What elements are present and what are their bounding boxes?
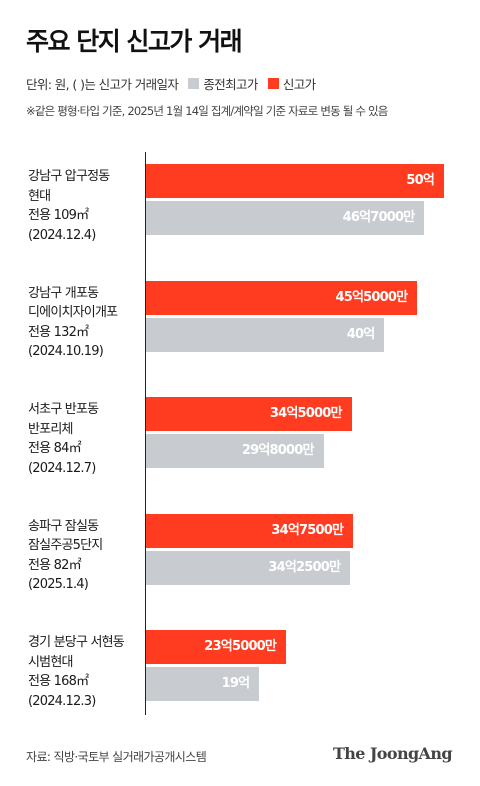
chart-title: 주요 단지 신고가 거래 xyxy=(26,27,243,56)
bar-new-record: 34억7500만 xyxy=(146,513,354,548)
legend-unit-note: 단위: 원, ( )는 신고가 거래일자 xyxy=(26,77,179,92)
bar-value-label: 34억5000만 xyxy=(269,406,343,421)
bar-new-record: 50억 xyxy=(146,164,445,198)
category-label-line: 전용 109㎡ xyxy=(28,208,89,223)
source-note: 자료: 직방·국토부 실거래가공개시스템 xyxy=(26,750,207,764)
category-label-line: (2024.12.3) xyxy=(28,693,96,709)
category-label-line: 강남구 개포동 xyxy=(28,285,99,301)
category-label-line: 서초구 반포동 xyxy=(28,402,99,417)
legend-prev-swatch xyxy=(188,78,200,89)
category-label-line: 현대 xyxy=(28,188,51,204)
bar-value-label: 45억5000만 xyxy=(335,289,408,305)
y-axis-line xyxy=(145,152,146,715)
category-label-line: (2025.1.4) xyxy=(28,577,89,592)
category-label-line: (2024.12.4) xyxy=(28,227,96,243)
bar-previous-high: 46억7000만 xyxy=(146,201,425,235)
category-label-line: 강남구 압구정동 xyxy=(28,169,110,184)
category-label-line: 전용 132㎡ xyxy=(28,324,89,340)
category-label-line: (2024.12.7) xyxy=(28,460,96,476)
legend-new-label: 신고가 xyxy=(282,77,316,92)
bar-previous-high: 40억 xyxy=(146,317,385,352)
bar-previous-high: 29억8000만 xyxy=(146,434,324,468)
bar-value-label: 29억8000만 xyxy=(241,443,315,458)
category-label-line: (2024.10.19) xyxy=(28,344,104,359)
bar-new-record: 23억5000만 xyxy=(146,630,287,664)
legend-prev-label: 종전최고가 xyxy=(203,77,258,92)
category-label-line: 송파구 잠실동 xyxy=(28,518,99,534)
legend: 단위: 원, ( )는 신고가 거래일자 종전최고가 신고가 xyxy=(26,74,316,93)
bar-value-label: 50억 xyxy=(406,173,435,188)
category-label-line: 경기 분당구 서현동 xyxy=(28,635,125,650)
bar-new-record: 34억5000만 xyxy=(146,397,352,431)
category-label-line: 전용 82㎡ xyxy=(28,557,82,573)
legend-new-swatch xyxy=(267,78,279,89)
bar-value-label: 40억 xyxy=(346,326,375,342)
category-label-line: 전용 168㎡ xyxy=(28,674,89,689)
category-label-line: 전용 84㎡ xyxy=(28,441,82,456)
bar-value-label: 46억7000만 xyxy=(342,210,416,225)
bar-value-label: 23억5000만 xyxy=(204,639,277,654)
criteria-note: ※같은 평형·타입 기준, 2025년 1월 14일 집계/계약일 기준 자료로… xyxy=(26,104,388,118)
bar-value-label: 34억7500만 xyxy=(271,522,344,538)
publisher-logo: The JoongAng xyxy=(332,744,453,763)
bar-previous-high: 34억2500만 xyxy=(146,550,351,585)
bar-previous-high: 19억 xyxy=(146,667,260,701)
category-label-line: 잠실주공5단지 xyxy=(28,538,103,553)
bar-value-label: 19억 xyxy=(221,676,250,691)
bar-value-label: 34억2500만 xyxy=(268,559,341,575)
bar-new-record: 45억5000만 xyxy=(146,280,418,315)
category-label-line: 시범현대 xyxy=(28,654,73,670)
category-label-line: 반포리체 xyxy=(28,421,73,437)
category-label-line: 디에이치자이개포 xyxy=(28,305,118,320)
